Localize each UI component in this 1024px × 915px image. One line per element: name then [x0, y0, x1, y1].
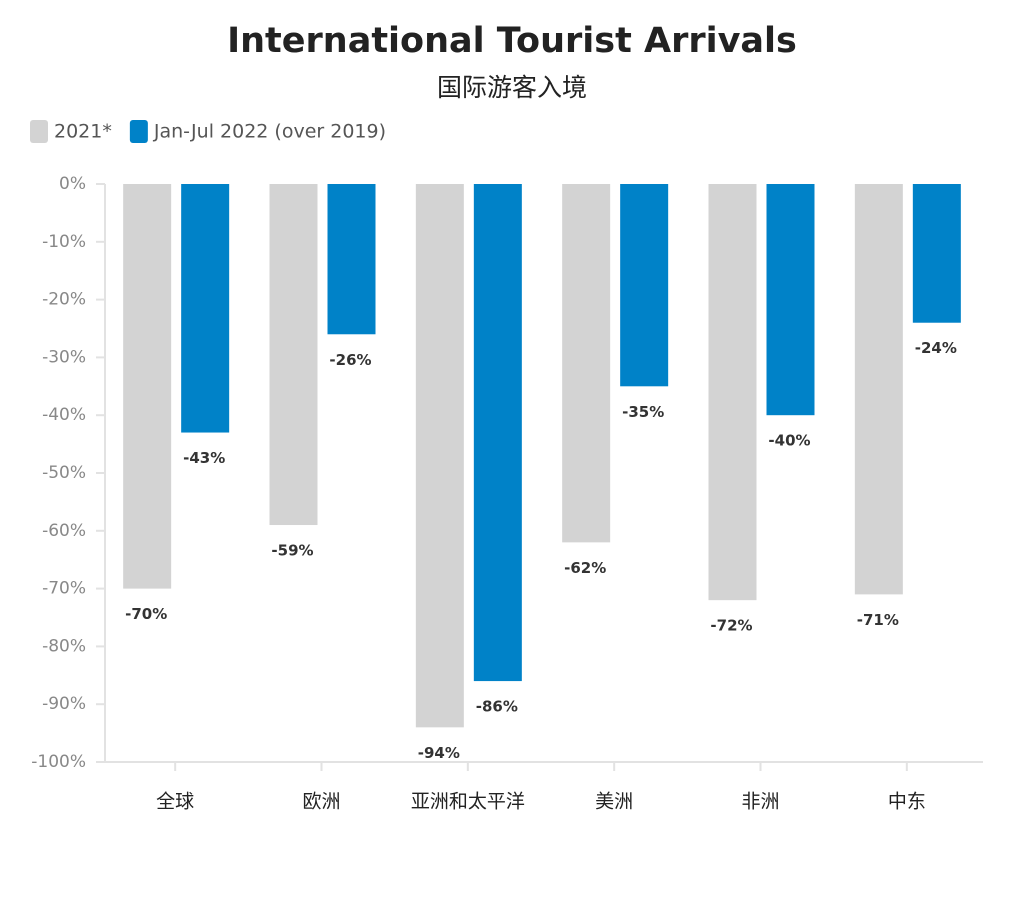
bar	[327, 184, 376, 335]
value-label: -40%	[768, 432, 810, 450]
value-label: -94%	[418, 744, 460, 762]
bar	[708, 184, 757, 601]
bar	[181, 184, 230, 433]
bar	[123, 184, 172, 589]
y-tick-label: -100%	[31, 752, 86, 772]
y-tick-label: -70%	[42, 579, 86, 599]
value-label: -86%	[476, 698, 518, 716]
bar	[415, 184, 464, 728]
y-tick-label: -10%	[42, 232, 86, 252]
y-tick-label: -60%	[42, 521, 86, 541]
legend-label: Jan-Jul 2022 (over 2019)	[153, 121, 386, 143]
chart-title: International Tourist Arrivals	[227, 21, 797, 61]
x-tick-label: 亚洲和太平洋	[411, 791, 525, 813]
x-tick-label: 全球	[156, 791, 194, 813]
bar	[912, 184, 961, 323]
bar	[620, 184, 669, 387]
y-tick-label: -30%	[42, 347, 86, 367]
y-tick-label: -40%	[42, 405, 86, 425]
y-tick-label: 0%	[59, 174, 86, 194]
bar	[854, 184, 903, 595]
x-tick-label: 中东	[888, 791, 926, 813]
bar	[562, 184, 611, 543]
y-tick-label: -90%	[42, 694, 86, 714]
legend-swatch	[30, 120, 48, 143]
bar	[473, 184, 522, 682]
chart-subtitle: 国际游客入境	[437, 73, 587, 102]
bar	[269, 184, 318, 526]
value-label: -72%	[710, 617, 752, 635]
x-tick-label: 美洲	[595, 791, 633, 813]
value-label: -24%	[915, 339, 957, 357]
value-label: -70%	[125, 605, 167, 623]
x-tick-label: 非洲	[741, 791, 779, 813]
y-tick-label: -50%	[42, 463, 86, 483]
value-label: -35%	[622, 403, 664, 421]
legend-label: 2021*	[54, 121, 112, 143]
bar	[766, 184, 815, 416]
value-label: -26%	[329, 351, 371, 369]
x-tick-label: 欧洲	[302, 791, 340, 813]
y-tick-label: -20%	[42, 290, 86, 310]
value-label: -62%	[564, 559, 606, 577]
y-tick-label: -80%	[42, 636, 86, 656]
value-label: -59%	[271, 542, 313, 560]
value-label: -43%	[183, 449, 225, 467]
value-label: -71%	[857, 611, 899, 629]
legend-swatch	[129, 120, 148, 143]
